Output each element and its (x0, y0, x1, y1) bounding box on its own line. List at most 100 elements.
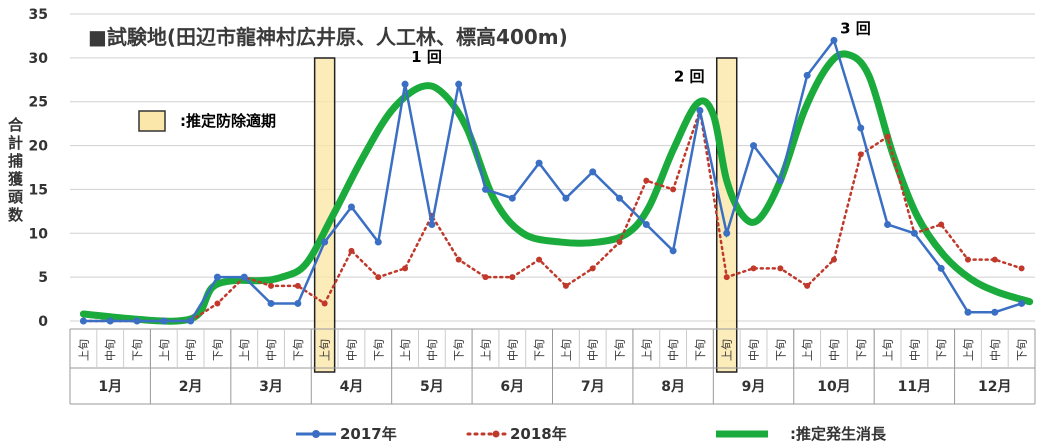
x-subtick-label: 中旬 (828, 339, 841, 361)
x-subtick-label: 中旬 (426, 339, 439, 361)
series-2017-point (830, 36, 838, 44)
series-2018-point (616, 239, 623, 246)
x-subtick-label: 中旬 (748, 339, 761, 361)
legend-2017-label: 2017年 (340, 425, 397, 443)
series-2018-point (268, 282, 275, 289)
series-2018-point (589, 265, 596, 272)
legend-2017-marker (312, 430, 320, 438)
month-label: 2月 (179, 379, 203, 395)
y-tick-label: 10 (29, 226, 49, 242)
y-tick-label: 30 (29, 51, 49, 67)
y-axis: 0 5 10 15 20 25 30 35 (29, 7, 49, 330)
x-subtick-label: 下旬 (1016, 339, 1029, 361)
series-2017-point (1018, 299, 1026, 307)
series-2017-point (589, 168, 597, 176)
x-subtick-label: 上旬 (801, 339, 814, 361)
y-axis-label-char: 計 (8, 134, 23, 152)
series-2018-point (777, 265, 784, 272)
y-axis-label-char: 数 (8, 206, 24, 224)
spray-legend-label: :推定防除適期 (180, 112, 276, 130)
series-2018-point (455, 256, 462, 263)
spray-legend-swatch (138, 110, 166, 132)
series-2018-point (1018, 265, 1025, 272)
series-2017-point (401, 80, 409, 88)
x-subtick-label: 下旬 (855, 339, 868, 361)
series-2017-point (240, 273, 248, 281)
y-tick-label: 35 (29, 7, 48, 23)
series-2018 (80, 107, 1025, 324)
series-2017-point (776, 177, 784, 185)
x-subtick-label: 中旬 (587, 339, 600, 361)
spray-periods (313, 57, 738, 373)
series-2017-point (267, 299, 275, 307)
x-subtick-label: 下旬 (614, 339, 627, 361)
series-2018-point (536, 256, 543, 263)
series-2017 (79, 36, 1026, 325)
series-2018-point (509, 274, 516, 281)
chart-title: ■試験地(田辺市龍神村広井原、人工林、標高400m) (88, 25, 568, 49)
x-axis: 上旬 中旬 下旬 上旬 中旬 下旬 上旬 中旬 下旬 上旬 中旬 下旬 上旬 中旬 下旬 上旬 中旬 下旬 上旬 中旬… (69, 328, 1036, 405)
y-tick-label: 5 (38, 270, 48, 286)
series-2018-point (884, 133, 891, 140)
x-subtick-label: 下旬 (453, 339, 466, 361)
series-estimate (79, 50, 1034, 325)
x-subtick-label: 下旬 (211, 339, 224, 361)
x-subtick-label: 下旬 (292, 339, 305, 361)
x-subtick-label: 中旬 (265, 339, 278, 361)
series-2017-point (133, 317, 141, 325)
spray-period-box (715, 57, 738, 373)
y-axis-label-char: 合 (7, 116, 24, 134)
series-2017-point (106, 317, 114, 325)
x-subtick-label: 上旬 (77, 339, 90, 361)
legend: 2017年 2018年:推定発生消長 (296, 425, 887, 443)
month-label: 1月 (98, 379, 122, 395)
series-2017-point (455, 80, 463, 88)
month-label: 3月 (259, 379, 283, 395)
x-subtick-label: 中旬 (185, 339, 198, 361)
peak-annotation: 2 回 (674, 68, 705, 86)
series-2018-point (830, 256, 837, 263)
x-subtick-label: 中旬 (104, 339, 117, 361)
series-2018-point (670, 186, 677, 193)
series-2017-point (481, 185, 489, 193)
x-subtick-label: 下旬 (935, 339, 948, 361)
series-2017-point (347, 203, 355, 211)
series-2017-point (884, 221, 892, 229)
series-2017-point (669, 247, 677, 255)
legend-estimate-label: :推定発生消長 (790, 425, 887, 443)
series-2017-point (321, 238, 329, 246)
series-2018-point (214, 300, 221, 307)
month-label: 9月 (742, 379, 766, 395)
y-axis-label-char: 捕 (8, 152, 23, 170)
x-subtick-label: 下旬 (694, 339, 707, 361)
series-2018-point (857, 151, 864, 158)
y-axis-label-char: 頭 (8, 188, 24, 206)
spray-legend: :推定防除適期 (138, 110, 276, 132)
x-subtick-label: 中旬 (506, 339, 519, 361)
month-label: 12月 (978, 379, 1011, 395)
series-2017-point (374, 238, 382, 246)
series-2017-point (187, 317, 195, 325)
series-2018-point (643, 177, 650, 184)
series-2017-point (428, 221, 436, 229)
x-subtick-label: 上旬 (882, 339, 895, 361)
series-2018-point (348, 247, 355, 254)
y-tick-label: 15 (29, 182, 48, 198)
month-label: 10月 (817, 379, 850, 395)
series-2018-point (562, 282, 569, 289)
series-2018-point (321, 300, 328, 307)
month-label: 6月 (500, 379, 524, 395)
series-2018-point (375, 274, 382, 281)
series-2018-point (723, 274, 730, 281)
series-2018-point (402, 265, 409, 272)
series-2017-point (803, 71, 811, 79)
month-label: 8月 (661, 379, 685, 395)
y-axis-label-char: 獲 (8, 170, 24, 188)
y-tick-label: 25 (29, 95, 48, 111)
series-2018-point (750, 265, 757, 272)
series-2017-point (508, 194, 516, 202)
month-label: 11月 (898, 379, 931, 395)
series-2017-point (213, 273, 221, 281)
series-2017-point (616, 194, 624, 202)
